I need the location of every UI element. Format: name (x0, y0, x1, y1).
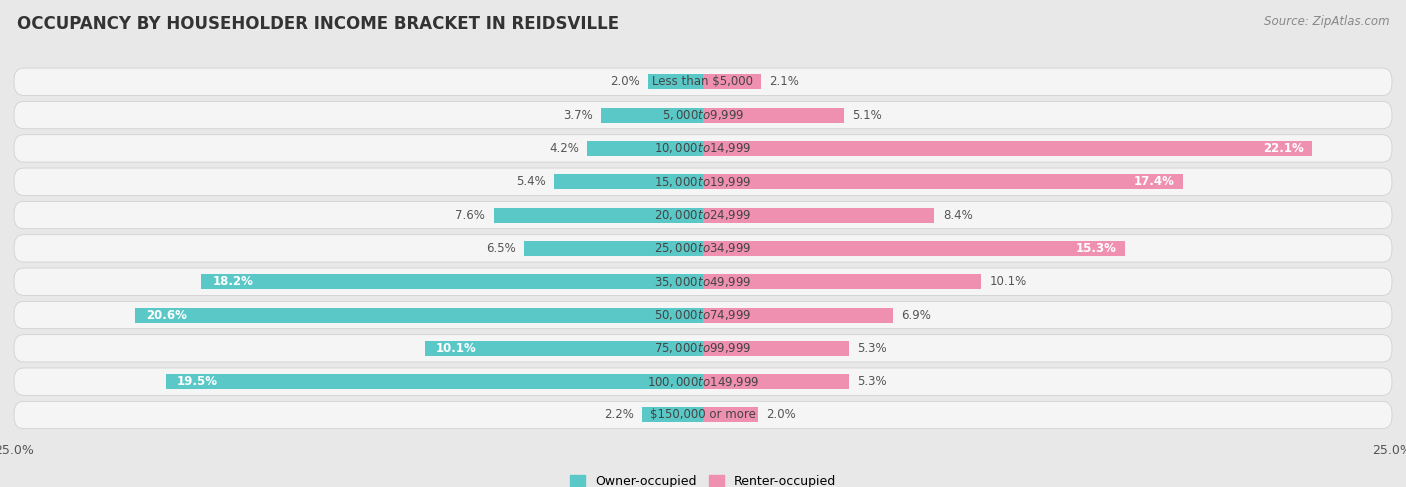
Text: 17.4%: 17.4% (1133, 175, 1174, 188)
FancyBboxPatch shape (14, 202, 1392, 229)
Text: 7.6%: 7.6% (456, 208, 485, 222)
Text: 5.4%: 5.4% (516, 175, 546, 188)
Bar (524, 241, 703, 256)
Text: Source: ZipAtlas.com: Source: ZipAtlas.com (1264, 15, 1389, 28)
Bar (703, 74, 761, 89)
Text: Less than $5,000: Less than $5,000 (652, 75, 754, 88)
Legend: Owner-occupied, Renter-occupied: Owner-occupied, Renter-occupied (565, 470, 841, 487)
Text: $100,000 to $149,999: $100,000 to $149,999 (647, 375, 759, 389)
Bar (703, 341, 849, 356)
Bar (703, 241, 1125, 256)
Text: $20,000 to $24,999: $20,000 to $24,999 (654, 208, 752, 222)
Bar (135, 307, 703, 322)
Text: $5,000 to $9,999: $5,000 to $9,999 (662, 108, 744, 122)
Bar (648, 74, 703, 89)
Bar (554, 174, 703, 189)
Text: 18.2%: 18.2% (212, 275, 253, 288)
Bar (703, 307, 893, 322)
Text: OCCUPANCY BY HOUSEHOLDER INCOME BRACKET IN REIDSVILLE: OCCUPANCY BY HOUSEHOLDER INCOME BRACKET … (17, 15, 619, 33)
Bar (425, 341, 703, 356)
Text: 2.0%: 2.0% (766, 409, 796, 421)
Text: $35,000 to $49,999: $35,000 to $49,999 (654, 275, 752, 289)
Bar (600, 108, 703, 123)
Text: 2.0%: 2.0% (610, 75, 640, 88)
Bar (703, 141, 1312, 156)
Bar (643, 408, 703, 423)
Text: 15.3%: 15.3% (1076, 242, 1116, 255)
Text: 5.3%: 5.3% (858, 342, 887, 355)
Bar (201, 274, 703, 289)
Text: 5.3%: 5.3% (858, 375, 887, 388)
Bar (703, 274, 981, 289)
FancyBboxPatch shape (14, 401, 1392, 429)
Text: $10,000 to $14,999: $10,000 to $14,999 (654, 141, 752, 155)
Text: 20.6%: 20.6% (146, 308, 187, 321)
Text: 2.2%: 2.2% (605, 409, 634, 421)
Text: 10.1%: 10.1% (436, 342, 477, 355)
Text: 2.1%: 2.1% (769, 75, 799, 88)
Bar (166, 374, 703, 389)
Text: 22.1%: 22.1% (1263, 142, 1303, 155)
Text: 10.1%: 10.1% (990, 275, 1026, 288)
Bar (588, 141, 703, 156)
Text: 5.1%: 5.1% (852, 109, 882, 122)
Text: 19.5%: 19.5% (177, 375, 218, 388)
FancyBboxPatch shape (14, 268, 1392, 295)
FancyBboxPatch shape (14, 235, 1392, 262)
Text: 8.4%: 8.4% (943, 208, 973, 222)
Text: 4.2%: 4.2% (550, 142, 579, 155)
Text: 3.7%: 3.7% (562, 109, 593, 122)
FancyBboxPatch shape (14, 168, 1392, 195)
Bar (703, 207, 935, 223)
Text: $75,000 to $99,999: $75,000 to $99,999 (654, 341, 752, 356)
FancyBboxPatch shape (14, 335, 1392, 362)
FancyBboxPatch shape (14, 301, 1392, 329)
Bar (703, 174, 1182, 189)
Text: $15,000 to $19,999: $15,000 to $19,999 (654, 175, 752, 189)
Bar (703, 108, 844, 123)
Bar (494, 207, 703, 223)
Bar (703, 374, 849, 389)
FancyBboxPatch shape (14, 68, 1392, 95)
Text: $25,000 to $34,999: $25,000 to $34,999 (654, 242, 752, 255)
Text: 6.5%: 6.5% (486, 242, 516, 255)
Text: 6.9%: 6.9% (901, 308, 931, 321)
Text: $50,000 to $74,999: $50,000 to $74,999 (654, 308, 752, 322)
FancyBboxPatch shape (14, 135, 1392, 162)
Text: $150,000 or more: $150,000 or more (650, 409, 756, 421)
Bar (703, 408, 758, 423)
FancyBboxPatch shape (14, 101, 1392, 129)
FancyBboxPatch shape (14, 368, 1392, 395)
